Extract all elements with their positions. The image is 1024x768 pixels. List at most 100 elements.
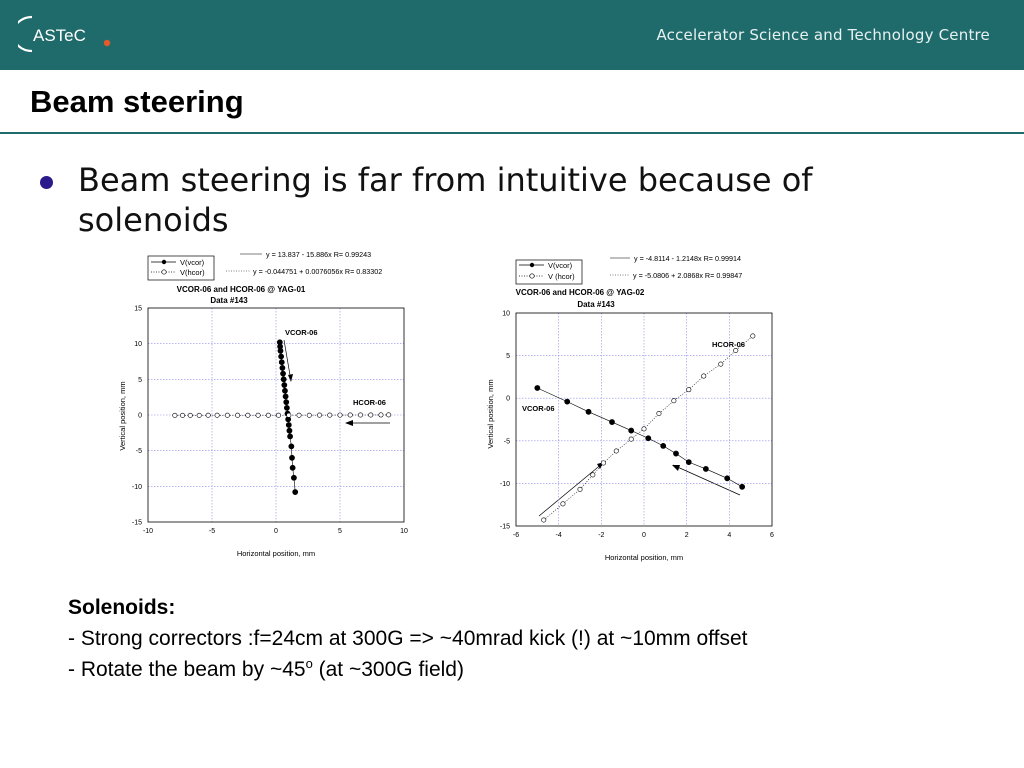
solenoids-notes: Solenoids: - Strong correctors :f=24cm a… xyxy=(68,592,748,685)
data-point-hcor xyxy=(628,436,634,442)
data-point-vcor xyxy=(609,419,615,425)
data-point-hcor xyxy=(180,412,186,418)
data-point-hcor xyxy=(172,412,178,418)
legend-marker-hcor xyxy=(529,273,535,279)
data-point-vcor xyxy=(286,427,293,434)
fit-vcor: y = 13.837 - 15.886x R= 0.99243 xyxy=(266,250,371,259)
data-point-hcor xyxy=(701,373,707,379)
header-bar: ASTeC Accelerator Science and Technology… xyxy=(0,0,1024,70)
data-point-vcor xyxy=(287,433,293,440)
data-point-vcor xyxy=(280,376,287,383)
data-point-hcor xyxy=(613,448,619,454)
data-point-vcor xyxy=(282,393,289,400)
degree-superscript: o xyxy=(305,656,313,671)
data-point-vcor xyxy=(534,385,541,391)
y-tick-label: -10 xyxy=(132,484,142,491)
data-point-vcor xyxy=(281,382,288,388)
data-point-vcor xyxy=(564,398,571,405)
data-point-vcor xyxy=(289,454,295,461)
data-point-hcor xyxy=(733,347,739,353)
y-tick-label: 5 xyxy=(138,377,142,384)
data-point-hcor xyxy=(641,426,647,432)
data-point-hcor xyxy=(187,412,193,418)
x-tick-label: 0 xyxy=(642,532,646,539)
data-point-hcor xyxy=(347,412,353,418)
chart-title: VCOR-06 and HCOR-06 @ YAG-01 xyxy=(177,285,306,294)
x-tick-label: 2 xyxy=(685,532,689,539)
solenoids-line-2-tail: (at ~300G field) xyxy=(312,658,464,681)
fit-hcor: y = -0.044751 + 0.0076056x R= 0.83302 xyxy=(253,267,382,276)
data-point-vcor xyxy=(288,443,295,450)
solenoids-heading: Solenoids: xyxy=(68,596,176,619)
data-point-hcor xyxy=(317,412,323,418)
data-point-hcor xyxy=(337,412,343,418)
data-point-hcor xyxy=(255,412,261,418)
y-tick-label: 15 xyxy=(134,306,142,313)
data-point-hcor xyxy=(286,412,292,418)
astec-logo: ASTeC xyxy=(18,15,111,53)
data-point-hcor xyxy=(600,460,606,466)
data-point-hcor xyxy=(671,398,677,404)
legend-vcor: V(vcor) xyxy=(548,261,573,270)
annotation-vcor: VCOR-06 xyxy=(522,404,555,413)
data-point-vcor xyxy=(282,387,288,394)
x-tick-label: 10 xyxy=(400,528,408,535)
data-point-vcor xyxy=(279,365,286,371)
x-tick-label: -10 xyxy=(143,528,153,535)
data-point-hcor xyxy=(656,411,662,417)
data-point-hcor xyxy=(386,412,392,418)
data-point-hcor xyxy=(378,412,384,418)
data-point-vcor xyxy=(289,464,296,471)
annotation-hcor: HCOR-06 xyxy=(712,340,745,349)
data-point-vcor xyxy=(277,347,284,354)
bullet-text: Beam steering is far from intuitive beca… xyxy=(78,161,813,239)
solenoids-line-2: - Rotate the beam by ~45o (at ~300G fiel… xyxy=(68,654,748,685)
data-point-vcor xyxy=(285,422,292,428)
y-tick-label: 10 xyxy=(134,341,142,348)
data-point-vcor xyxy=(645,435,652,442)
data-point-hcor xyxy=(750,333,756,339)
annotation-arrows xyxy=(283,339,390,426)
legend-marker-vcor xyxy=(161,259,167,265)
y-tick-label: -5 xyxy=(504,438,510,445)
y-tick-label: -15 xyxy=(500,524,510,531)
x-tick-label: -6 xyxy=(513,532,519,539)
solenoids-line-1: - Strong correctors :f=24cm at 300G => ~… xyxy=(68,627,748,650)
data-point-vcor xyxy=(291,474,297,481)
data-point-hcor xyxy=(590,472,596,478)
title-divider xyxy=(0,132,1024,134)
y-axis-label: Vertical position, mm xyxy=(118,381,127,450)
y-tick-label: -5 xyxy=(136,448,142,455)
data-point-hcor xyxy=(245,412,251,418)
annotation-vcor: VCOR-06 xyxy=(285,328,318,337)
x-tick-label: -2 xyxy=(598,532,604,539)
data-point-hcor xyxy=(205,412,211,418)
fit-hcor: y = -5.0806 + 2.0868x R= 0.99847 xyxy=(633,271,742,280)
data-point-hcor xyxy=(235,412,241,418)
x-tick-label: 6 xyxy=(770,532,774,539)
data-point-hcor xyxy=(296,412,302,418)
data-point-vcor xyxy=(660,443,667,449)
data-point-vcor xyxy=(585,408,592,415)
y-axis-label: Vertical position, mm xyxy=(486,379,495,448)
data-point-hcor xyxy=(196,412,202,418)
data-point-vcor xyxy=(278,359,285,366)
data-point-hcor xyxy=(718,361,724,367)
x-axis-label: Horizontal position, mm xyxy=(237,549,315,558)
data-point-vcor xyxy=(283,399,290,406)
chart-yag02: V(vcor) V (hcor) y = -4.8114 - 1.2148x R… xyxy=(484,250,784,568)
data-point-vcor xyxy=(673,450,679,457)
solenoids-line-2-text: - Rotate the beam by ~45 xyxy=(68,658,306,681)
data-point-hcor xyxy=(214,412,220,418)
x-axis-label: Horizontal position, mm xyxy=(605,553,683,562)
data-point-hcor xyxy=(577,486,583,492)
plot-frame xyxy=(515,312,773,527)
x-tick-label: 5 xyxy=(338,528,342,535)
y-tick-label: 5 xyxy=(506,353,510,360)
legend-hcor: V (hcor) xyxy=(548,272,575,281)
x-tick-label: 0 xyxy=(274,528,278,535)
svg-text:ASTeC: ASTeC xyxy=(33,26,86,45)
data-point-hcor xyxy=(265,412,271,418)
x-tick-label: -4 xyxy=(556,532,562,539)
